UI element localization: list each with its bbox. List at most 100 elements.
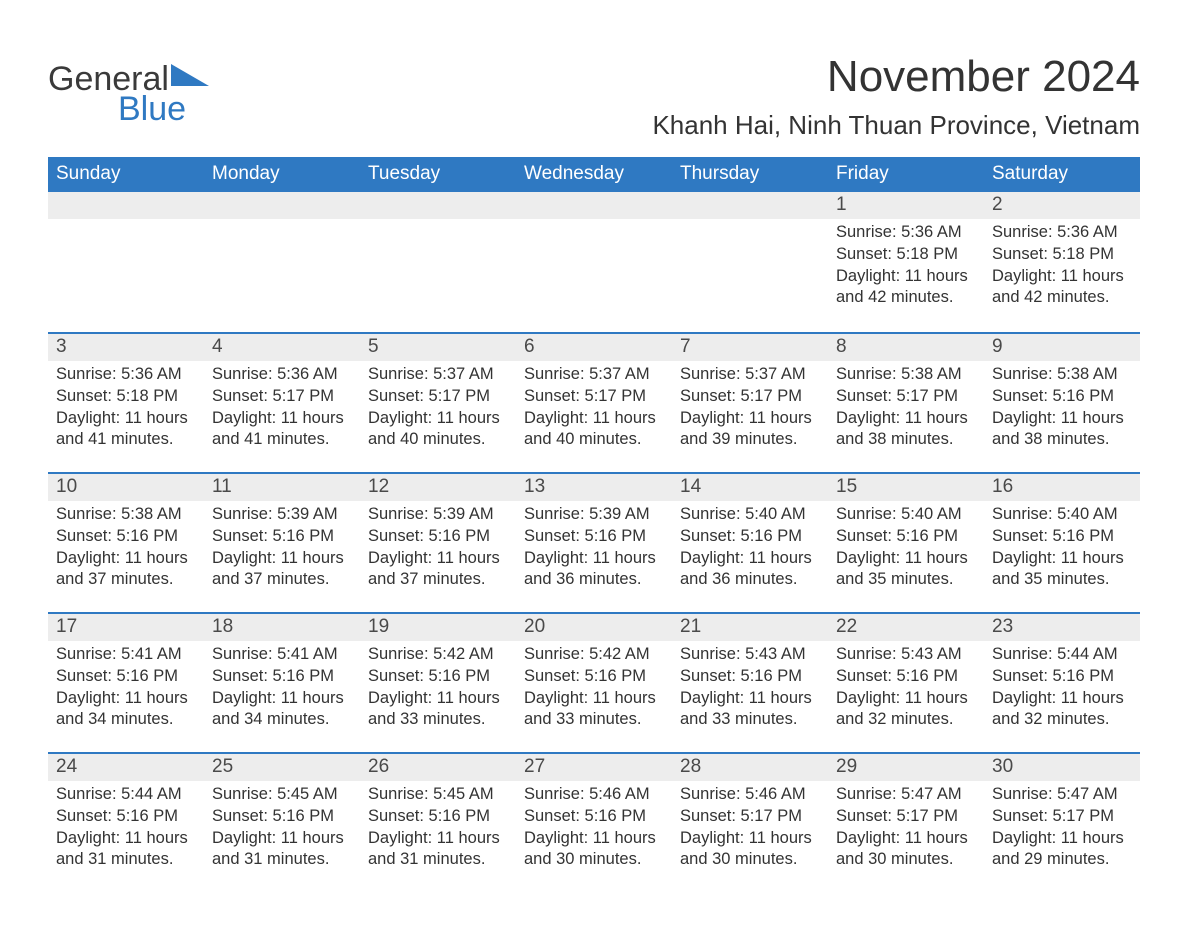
- calendar-day: 16Sunrise: 5:40 AMSunset: 5:16 PMDayligh…: [984, 474, 1140, 594]
- calendar-day: 8Sunrise: 5:38 AMSunset: 5:17 PMDaylight…: [828, 334, 984, 454]
- daylight-line: Daylight: 11 hours and 36 minutes.: [680, 548, 822, 592]
- day-body: Sunrise: 5:46 AMSunset: 5:16 PMDaylight:…: [520, 784, 666, 871]
- sunrise-line: Sunrise: 5:46 AM: [524, 784, 666, 806]
- daylight-line: Daylight: 11 hours and 35 minutes.: [992, 548, 1134, 592]
- daylight-line: Daylight: 11 hours and 31 minutes.: [56, 828, 198, 872]
- day-body: Sunrise: 5:44 AMSunset: 5:16 PMDaylight:…: [988, 644, 1134, 731]
- day-number-stripe: 14: [672, 474, 828, 501]
- sunset-line: Sunset: 5:16 PM: [368, 806, 510, 828]
- calendar-day-empty: .: [48, 192, 204, 314]
- day-number: 4: [212, 336, 223, 357]
- calendar-day: 3Sunrise: 5:36 AMSunset: 5:18 PMDaylight…: [48, 334, 204, 454]
- daylight-line: Daylight: 11 hours and 30 minutes.: [680, 828, 822, 872]
- sunset-line: Sunset: 5:16 PM: [524, 526, 666, 548]
- day-body: Sunrise: 5:36 AMSunset: 5:18 PMDaylight:…: [52, 364, 198, 451]
- day-number-stripe: 1: [828, 192, 984, 219]
- sunset-line: Sunset: 5:16 PM: [524, 806, 666, 828]
- day-number: 12: [368, 476, 389, 497]
- daylight-line: Daylight: 11 hours and 35 minutes.: [836, 548, 978, 592]
- sunset-line: Sunset: 5:16 PM: [992, 526, 1134, 548]
- day-body: Sunrise: 5:39 AMSunset: 5:16 PMDaylight:…: [208, 504, 354, 591]
- day-body: Sunrise: 5:36 AMSunset: 5:17 PMDaylight:…: [208, 364, 354, 451]
- day-number: 10: [56, 476, 77, 497]
- header: General Blue November 2024 Khanh Hai, Ni…: [48, 30, 1140, 153]
- calendar-day-empty: .: [204, 192, 360, 314]
- calendar-day: 27 Sunrise: 5:46 AMSunset: 5:16 PMDayligh…: [516, 754, 672, 874]
- day-number-stripe: 22: [828, 614, 984, 641]
- day-number-stripe: 11: [204, 474, 360, 501]
- weekday-header: Saturday: [984, 157, 1140, 192]
- sunrise-line: Sunrise: 5:37 AM: [524, 364, 666, 386]
- calendar-day: 21Sunrise: 5:43 AMSunset: 5:16 PMDayligh…: [672, 614, 828, 734]
- day-number: 16: [992, 476, 1013, 497]
- day-number: 9: [992, 336, 1003, 357]
- calendar-day: 24 Sunrise: 5:44 AMSunset: 5:16 PMDayligh…: [48, 754, 204, 874]
- sunset-line: Sunset: 5:16 PM: [212, 806, 354, 828]
- calendar-day: 4 Sunrise: 5:36 AMSunset: 5:17 PMDaylight…: [204, 334, 360, 454]
- day-number-stripe: 16: [984, 474, 1140, 501]
- day-body: Sunrise: 5:41 AMSunset: 5:16 PMDaylight:…: [52, 644, 198, 731]
- sunrise-line: Sunrise: 5:47 AM: [836, 784, 978, 806]
- calendar-day: 7 Sunrise: 5:37 AMSunset: 5:17 PMDaylight…: [672, 334, 828, 454]
- daylight-line: Daylight: 11 hours and 32 minutes.: [992, 688, 1134, 732]
- page-title: November 2024: [652, 52, 1140, 102]
- sunset-line: Sunset: 5:16 PM: [56, 666, 198, 688]
- sunset-line: Sunset: 5:17 PM: [524, 386, 666, 408]
- sunset-line: Sunset: 5:16 PM: [368, 526, 510, 548]
- day-body: Sunrise: 5:37 AMSunset: 5:17 PMDaylight:…: [676, 364, 822, 451]
- daylight-line: Daylight: 11 hours and 37 minutes.: [56, 548, 198, 592]
- calendar-day: 9 Sunrise: 5:38 AMSunset: 5:16 PMDaylight…: [984, 334, 1140, 454]
- calendar-day: 20Sunrise: 5:42 AMSunset: 5:16 PMDayligh…: [516, 614, 672, 734]
- sunrise-line: Sunrise: 5:47 AM: [992, 784, 1134, 806]
- day-number-stripe: 7: [672, 334, 828, 361]
- daylight-line: Daylight: 11 hours and 30 minutes.: [524, 828, 666, 872]
- calendar-day-empty: .: [360, 192, 516, 314]
- day-body: Sunrise: 5:36 AMSunset: 5:18 PMDaylight:…: [832, 222, 978, 309]
- calendar-day: 28 Sunrise: 5:46 AMSunset: 5:17 PMDayligh…: [672, 754, 828, 874]
- day-number-stripe: .: [672, 192, 828, 219]
- day-body: Sunrise: 5:44 AMSunset: 5:16 PMDaylight:…: [52, 784, 198, 871]
- daylight-line: Daylight: 11 hours and 33 minutes.: [368, 688, 510, 732]
- sunrise-line: Sunrise: 5:42 AM: [524, 644, 666, 666]
- weekday-header: Monday: [204, 157, 360, 192]
- day-number-stripe: 27: [516, 754, 672, 781]
- day-number: 17: [56, 616, 77, 637]
- day-number: 24: [56, 756, 77, 777]
- day-body: Sunrise: 5:43 AMSunset: 5:16 PMDaylight:…: [676, 644, 822, 731]
- daylight-line: Daylight: 11 hours and 42 minutes.: [836, 266, 978, 310]
- day-body: Sunrise: 5:36 AMSunset: 5:18 PMDaylight:…: [988, 222, 1134, 309]
- sunset-line: Sunset: 5:17 PM: [992, 806, 1134, 828]
- day-body: Sunrise: 5:46 AMSunset: 5:17 PMDaylight:…: [676, 784, 822, 871]
- calendar-day: 1 Sunrise: 5:36 AMSunset: 5:18 PMDaylight…: [828, 192, 984, 314]
- day-number: 20: [524, 616, 545, 637]
- sunrise-line: Sunrise: 5:42 AM: [368, 644, 510, 666]
- sunrise-line: Sunrise: 5:45 AM: [368, 784, 510, 806]
- sunrise-line: Sunrise: 5:39 AM: [368, 504, 510, 526]
- daylight-line: Daylight: 11 hours and 33 minutes.: [524, 688, 666, 732]
- day-number: 11: [212, 476, 232, 497]
- daylight-line: Daylight: 11 hours and 30 minutes.: [836, 828, 978, 872]
- day-number-stripe: 9: [984, 334, 1140, 361]
- daylight-line: Daylight: 11 hours and 31 minutes.: [368, 828, 510, 872]
- day-number-stripe: 28: [672, 754, 828, 781]
- day-body: Sunrise: 5:37 AMSunset: 5:17 PMDaylight:…: [520, 364, 666, 451]
- calendar-day: 2Sunrise: 5:36 AMSunset: 5:18 PMDaylight…: [984, 192, 1140, 314]
- day-number: 30: [992, 756, 1013, 777]
- calendar-day-empty: .: [672, 192, 828, 314]
- sunset-line: Sunset: 5:18 PM: [992, 244, 1134, 266]
- calendar-day: 25Sunrise: 5:45 AMSunset: 5:16 PMDayligh…: [204, 754, 360, 874]
- day-body: Sunrise: 5:39 AMSunset: 5:16 PMDaylight:…: [364, 504, 510, 591]
- sunrise-line: Sunrise: 5:37 AM: [680, 364, 822, 386]
- calendar-week: .....1Sunrise: 5:36 AMSunset: 5:18 PMDay…: [48, 192, 1140, 332]
- day-number: 14: [680, 476, 701, 497]
- calendar: SundayMondayTuesdayWednesdayThursdayFrid…: [48, 157, 1140, 892]
- sunrise-line: Sunrise: 5:37 AM: [368, 364, 510, 386]
- day-number-stripe: .: [360, 192, 516, 219]
- day-body: Sunrise: 5:38 AMSunset: 5:16 PMDaylight:…: [988, 364, 1134, 451]
- daylight-line: Daylight: 11 hours and 34 minutes.: [56, 688, 198, 732]
- sunset-line: Sunset: 5:16 PM: [992, 386, 1134, 408]
- day-body: Sunrise: 5:40 AMSunset: 5:16 PMDaylight:…: [676, 504, 822, 591]
- weekday-header: Friday: [828, 157, 984, 192]
- day-number: 6: [524, 336, 535, 357]
- sunset-line: Sunset: 5:17 PM: [680, 806, 822, 828]
